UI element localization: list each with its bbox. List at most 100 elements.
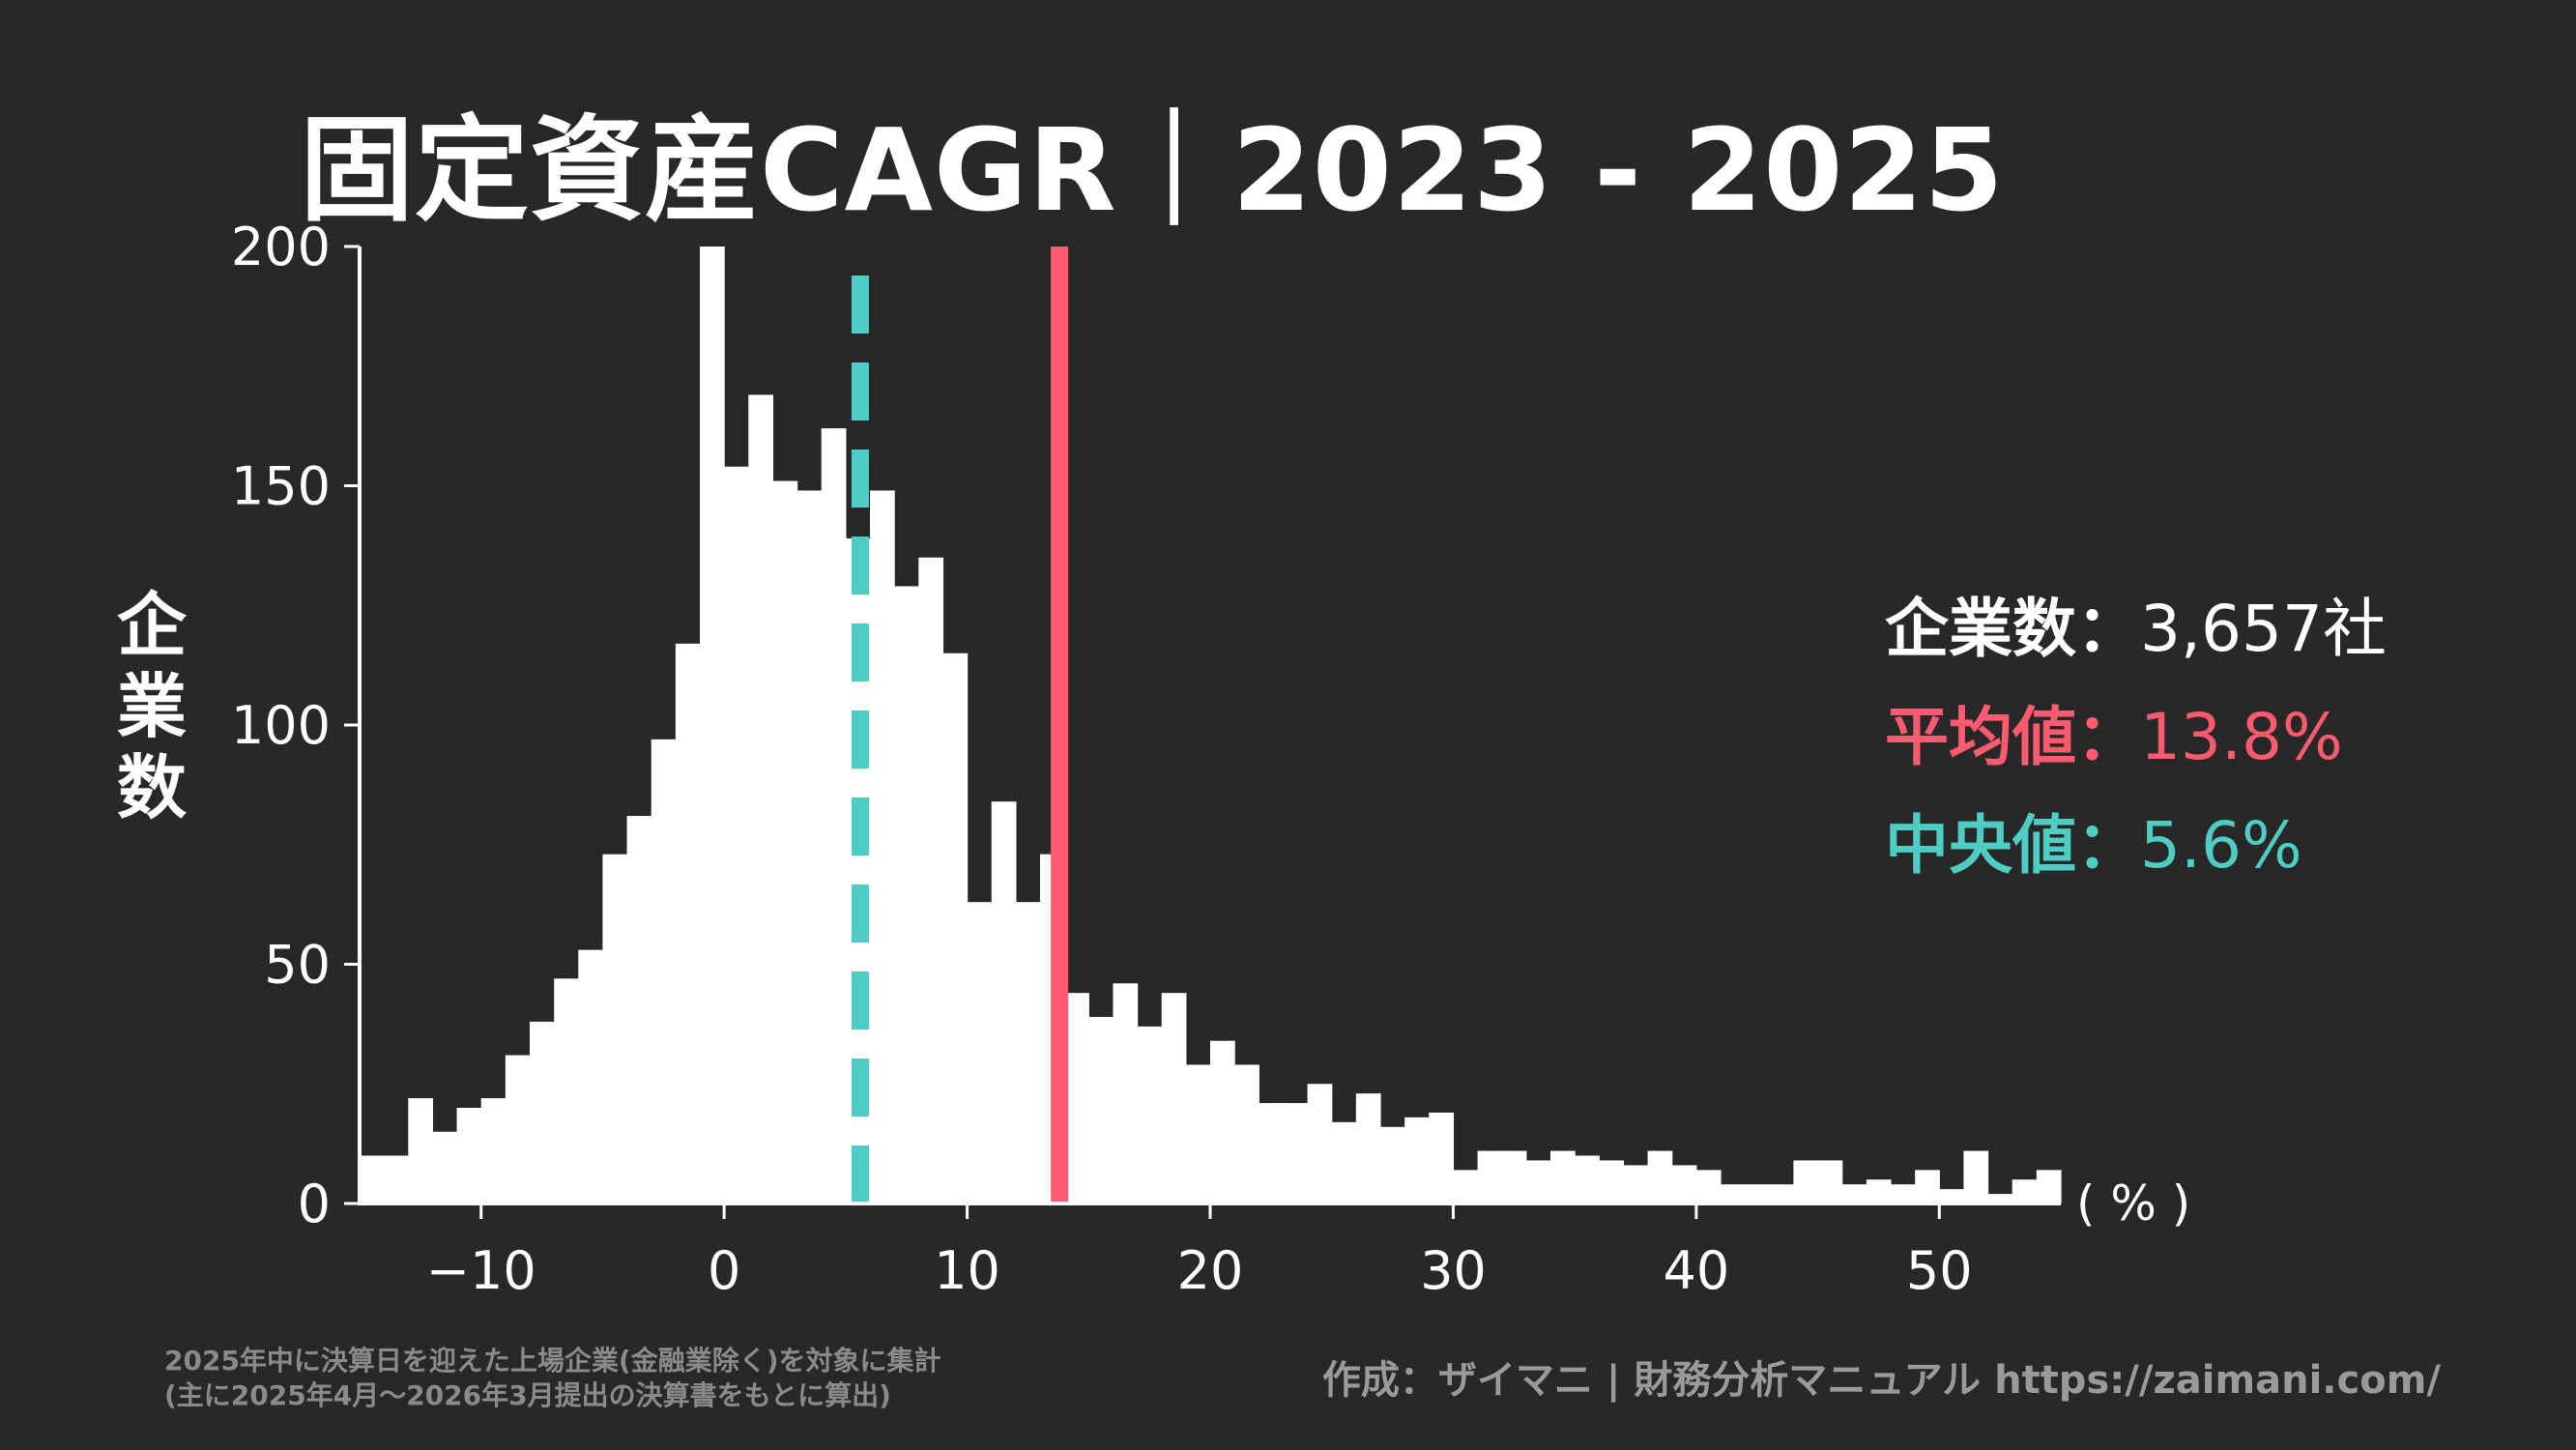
histogram-bar (1963, 1150, 1989, 1204)
x-tick-label: 30 (1420, 1240, 1487, 1301)
histogram-bar (1915, 1170, 1940, 1204)
histogram-bar (1623, 1165, 1649, 1204)
x-tick-label: 20 (1177, 1240, 1244, 1301)
y-tick-label: 50 (264, 935, 331, 996)
stats-count-value: 3,657社 (2140, 592, 2387, 666)
histogram-bar (870, 490, 895, 1204)
histogram-bar (360, 1155, 385, 1204)
histogram-bar (384, 1155, 409, 1204)
histogram-bar (1769, 1184, 1795, 1204)
histogram-bar (796, 490, 823, 1204)
histogram-bar (530, 1021, 555, 1204)
stats-panel: 企業数：3,657社 平均値：13.8% 中央値：5.6% (1885, 575, 2387, 900)
histogram-bar (1137, 1026, 1163, 1204)
histogram-bar (1647, 1150, 1673, 1204)
histogram-bar (1575, 1155, 1600, 1204)
y-tick-label: 200 (231, 217, 331, 277)
histogram-bar (1525, 1160, 1551, 1204)
stats-median-label: 中央値 (1885, 808, 2076, 883)
histogram-bar (700, 246, 725, 1204)
y-tick-label: 0 (298, 1174, 331, 1234)
histogram-bar (626, 816, 652, 1204)
histogram-bar (1939, 1189, 1965, 1204)
histogram-bars (360, 246, 2062, 1204)
histogram-bar (651, 739, 677, 1204)
credit-text: 作成：ザイマニ | 財務分析マニュアル https://zaimani.com/ (1321, 1358, 2441, 1403)
histogram-bar (772, 480, 798, 1204)
histogram-bar (991, 801, 1017, 1204)
histogram-bar (1355, 1093, 1381, 1204)
histogram-bar (1161, 993, 1187, 1204)
histogram-bar (1841, 1184, 1867, 1204)
y-tick-label: 100 (231, 695, 331, 756)
histogram-bar (602, 854, 628, 1204)
histogram-bar (2036, 1170, 2062, 1204)
histogram-bar (1501, 1150, 1527, 1204)
histogram-bar (1113, 983, 1139, 1204)
stats-separator: ： (2076, 808, 2140, 883)
x-tick-label: 40 (1663, 1240, 1729, 1301)
x-tick-label: 0 (708, 1240, 740, 1301)
histogram-bar (1404, 1116, 1430, 1204)
histogram-bar (1210, 1040, 1235, 1204)
histogram-bar (1745, 1184, 1770, 1204)
stats-median-value: 5.6% (2140, 808, 2302, 883)
histogram-bar (1259, 1103, 1285, 1204)
histogram-bar (748, 394, 774, 1204)
chart-axes: 0 50 100 150 200 −10 0 10 20 30 40 50 (231, 217, 2061, 1301)
stats-mean-row: 平均値：13.8% (1885, 683, 2387, 792)
histogram-bar (1671, 1165, 1697, 1204)
histogram-bar (1891, 1184, 1916, 1204)
histogram-bar (1380, 1126, 1405, 1204)
histogram-bar (1064, 993, 1089, 1204)
histogram-bar (1550, 1150, 1576, 1204)
histogram-bar (1599, 1160, 1625, 1204)
stats-median-row: 中央値：5.6% (1885, 792, 2387, 900)
x-tick-label: 50 (1906, 1240, 1973, 1301)
stats-count-row: 企業数：3,657社 (1885, 575, 2387, 683)
y-tick-label: 150 (231, 456, 331, 517)
histogram-bar (480, 1098, 507, 1204)
footnote: 2025年中に決算日を迎えた上場企業(金融業除く)を対象に集計 (主に2025年… (164, 1344, 941, 1413)
histogram-bar (408, 1098, 434, 1204)
histogram-bar (1331, 1121, 1357, 1204)
histogram-bar (1015, 902, 1041, 1204)
histogram-bar (456, 1108, 482, 1204)
footnote-line-2: (主に2025年4月〜2026年3月提出の決算書をもとに算出) (164, 1379, 891, 1411)
histogram-bar (1185, 1064, 1211, 1204)
histogram-bar (918, 557, 944, 1204)
footnote-line-1: 2025年中に決算日を迎えた上場企業(金融業除く)を対象に集計 (164, 1345, 941, 1377)
histogram-bar (942, 652, 969, 1204)
stats-mean-label: 平均値 (1885, 700, 2076, 774)
y-axis-label: 企業数 (116, 585, 187, 828)
histogram-bar (1283, 1103, 1309, 1204)
histogram-bar (1088, 1016, 1114, 1204)
histogram-bar (1817, 1160, 1843, 1204)
histogram-bar (1429, 1112, 1455, 1204)
histogram-bar (821, 428, 847, 1204)
histogram-bar (1234, 1064, 1259, 1204)
histogram-bar (2012, 1179, 2038, 1204)
histogram-bar (967, 902, 993, 1204)
histogram-bar (1987, 1194, 2013, 1204)
histogram-bar (1695, 1170, 1722, 1204)
histogram-bar (724, 466, 749, 1204)
histogram-bar (578, 949, 604, 1204)
x-axis-unit-label: ( % ) (2076, 1175, 2191, 1232)
stats-count-label: 企業数 (1885, 592, 2076, 666)
histogram-bar (1866, 1179, 1892, 1204)
stats-separator: ： (2076, 592, 2140, 666)
histogram-bar (1477, 1150, 1503, 1204)
histogram-bar (894, 586, 919, 1204)
stats-mean-value: 13.8% (2140, 700, 2343, 774)
histogram-bar (1793, 1160, 1819, 1204)
histogram-bar (432, 1131, 458, 1204)
histogram-bar (1721, 1184, 1746, 1204)
stats-separator: ： (2076, 700, 2140, 774)
chart-title: 固定資産CAGR｜2023 - 2025 (300, 103, 2005, 237)
histogram-bar (554, 978, 579, 1204)
histogram-bar (505, 1055, 531, 1204)
histogram-bar (1307, 1084, 1333, 1204)
x-tick-label: 10 (934, 1240, 1000, 1301)
x-tick-label: −10 (426, 1240, 536, 1301)
